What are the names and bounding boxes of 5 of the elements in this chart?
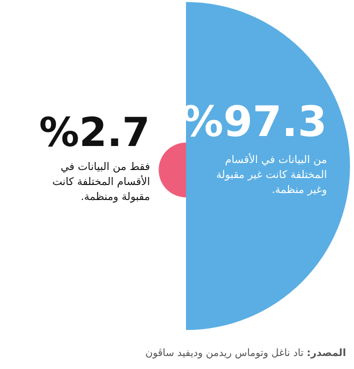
data-label: %97.3 (181, 97, 327, 146)
text: المصدر: تاد ناغل وتوماس ريدمن وديفيد ساڤون (145, 348, 346, 359)
category-label: فقط من البيانات في الأقسام المختلفة كانت مقبولة ومنظمة. (52, 161, 150, 203)
category-label: من البيانات في الأقسام المختلفة كانت غير مقبولة وغير منظمة. (216, 152, 327, 196)
data-label: %2.7 (39, 110, 150, 156)
